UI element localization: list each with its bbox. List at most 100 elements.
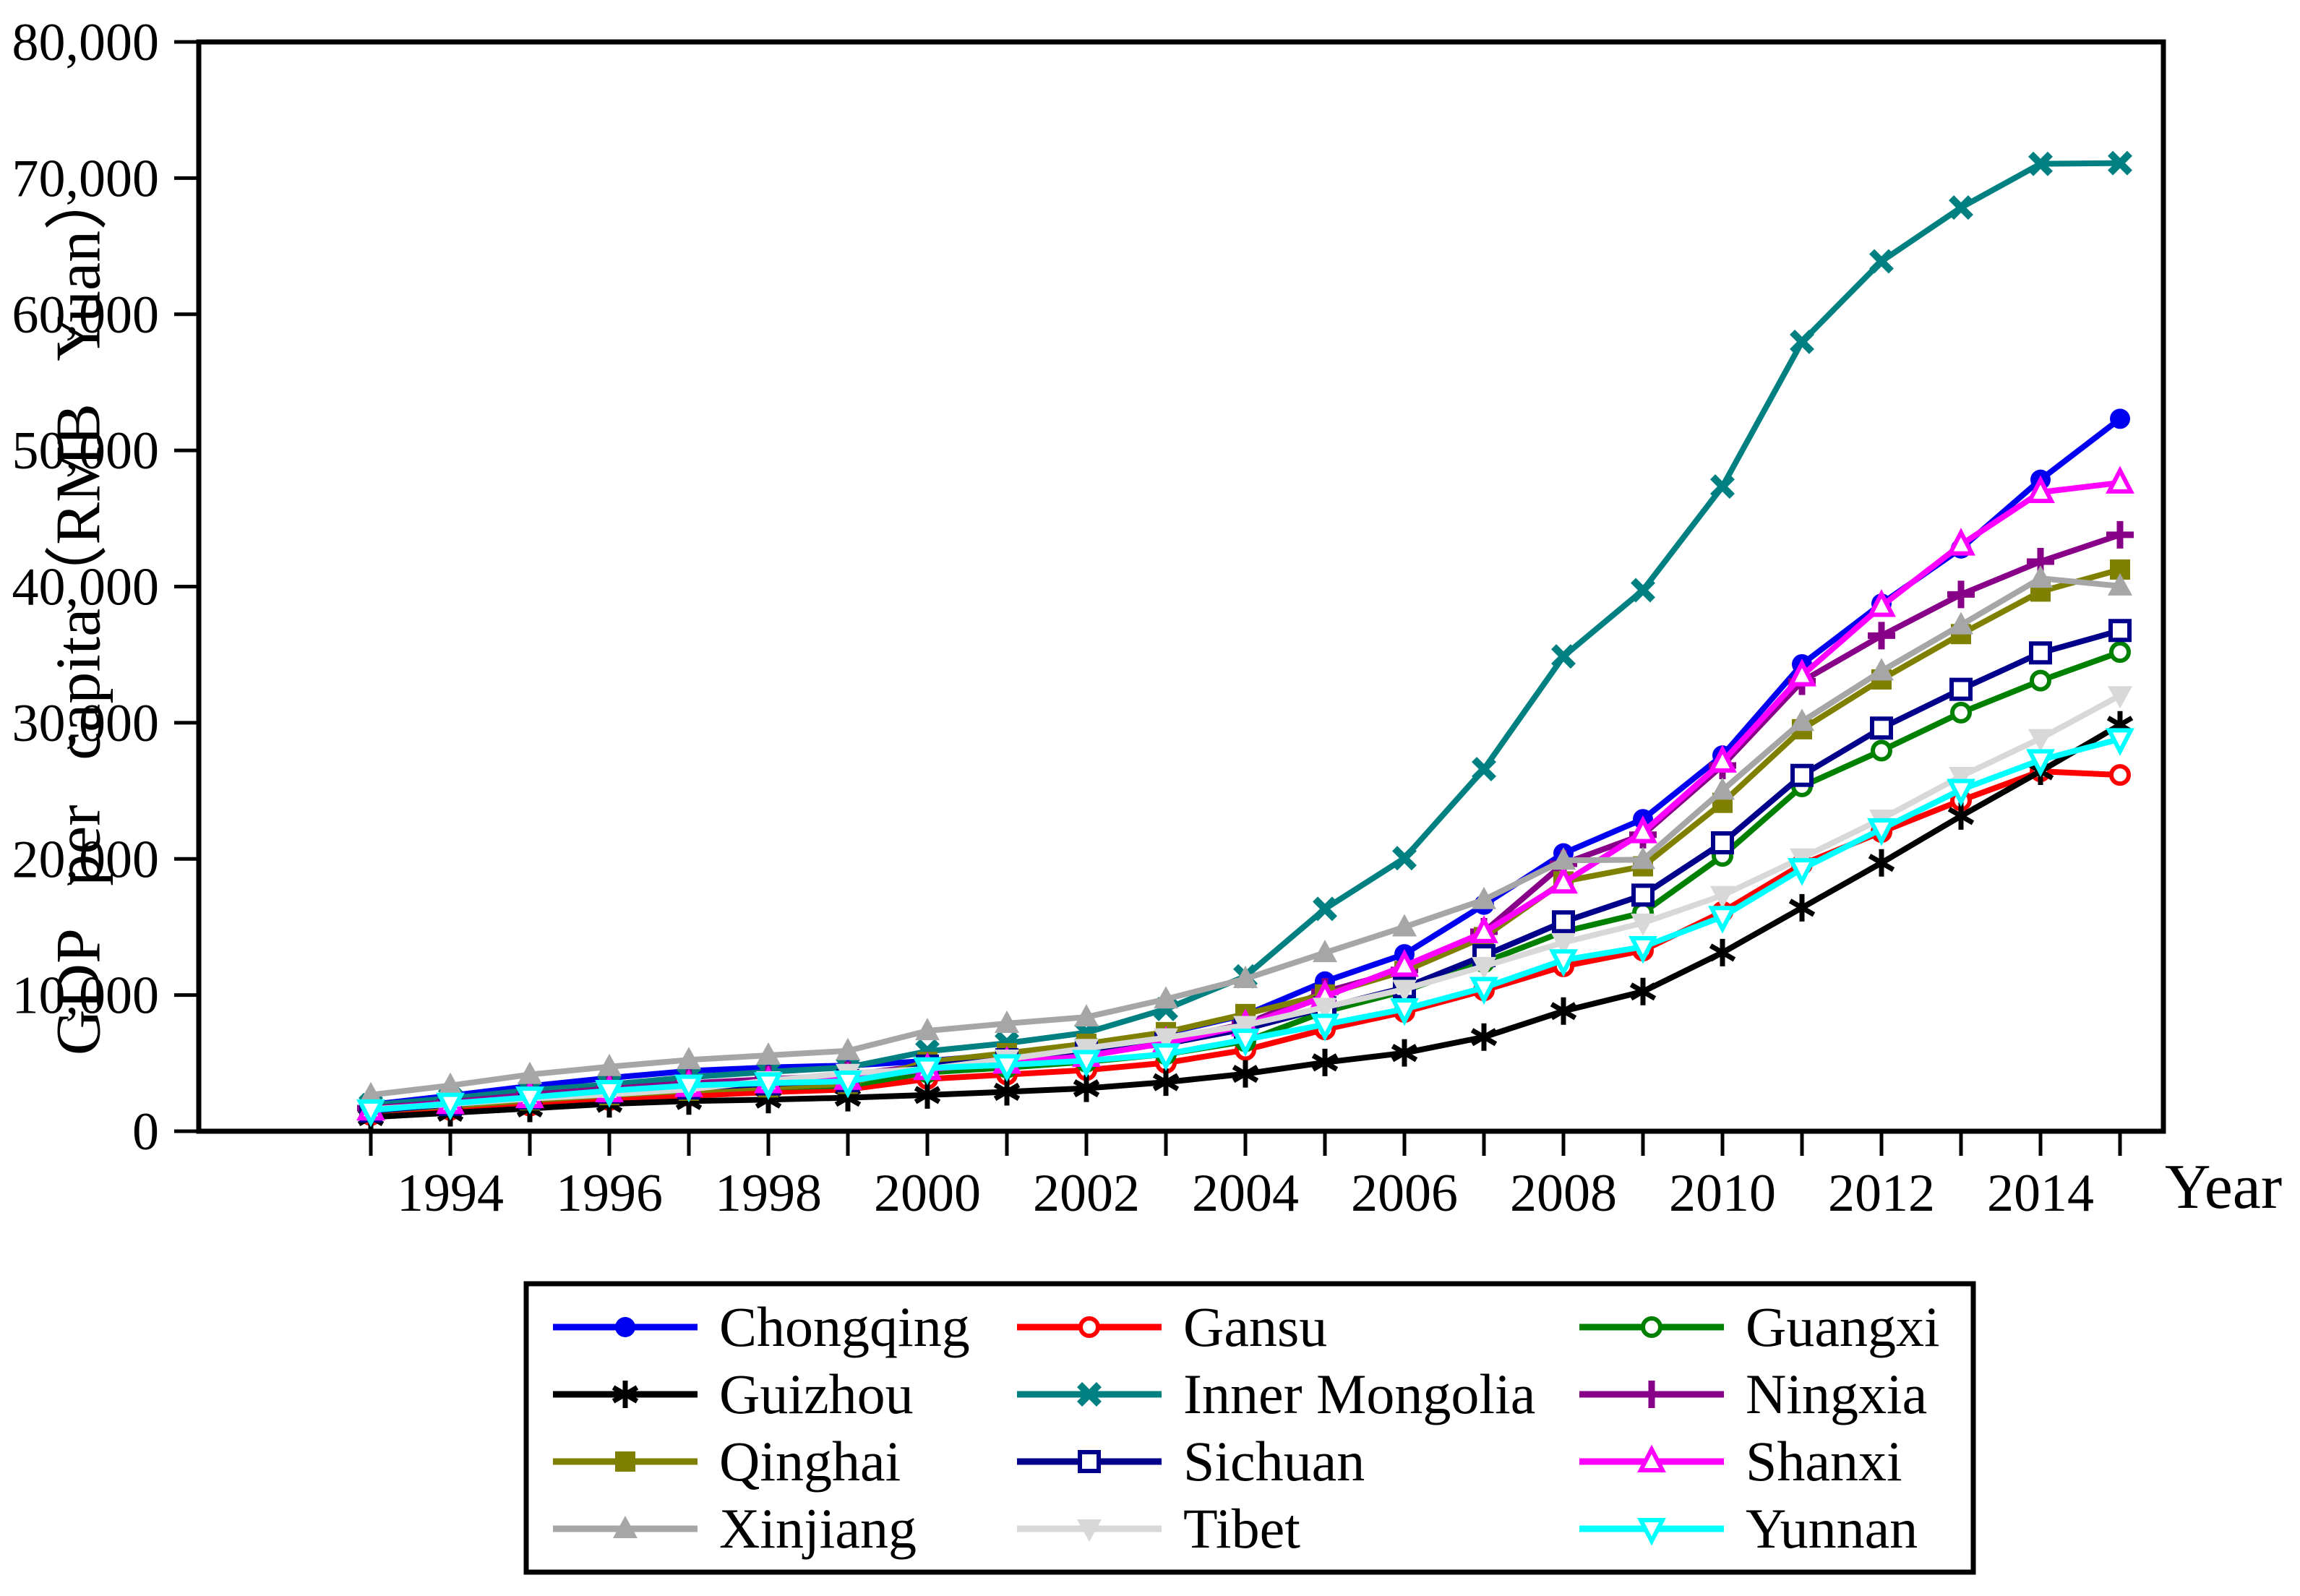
- marker: [615, 1451, 635, 1472]
- marker: [1788, 858, 1816, 886]
- marker: [2106, 728, 2134, 756]
- marker: [2026, 475, 2055, 503]
- x-tick-label: 2014: [1987, 1164, 2094, 1223]
- marker: [1950, 701, 1972, 724]
- marker: [1788, 658, 1816, 687]
- marker: [1311, 1053, 1339, 1072]
- marker: [1551, 932, 1576, 956]
- marker: [1472, 956, 1496, 979]
- marker: [1708, 745, 1737, 773]
- marker: [438, 1072, 463, 1095]
- marker: [1869, 249, 1894, 274]
- marker: [356, 1099, 385, 1128]
- y-tick-label: 20,000: [12, 830, 160, 889]
- marker: [2108, 572, 2132, 596]
- marker: [1949, 677, 1973, 701]
- marker: [914, 1086, 941, 1104]
- marker: [2028, 729, 2053, 752]
- marker: [1711, 831, 1734, 854]
- marker: [1072, 1050, 1101, 1078]
- marker: [1151, 1043, 1180, 1071]
- marker: [1869, 658, 1894, 681]
- marker: [518, 1061, 542, 1084]
- marker: [1552, 910, 1575, 934]
- marker: [2106, 466, 2134, 494]
- marker: [1078, 1316, 1100, 1338]
- x-axis-title: Year: [2165, 1152, 2283, 1222]
- marker: [1637, 1444, 1666, 1472]
- marker: [1631, 883, 1655, 907]
- marker: [1710, 885, 1735, 909]
- legend-label-sichuan: Sichuan: [1183, 1430, 1365, 1493]
- x-tick-label: 2012: [1828, 1164, 1935, 1223]
- marker: [1868, 854, 1895, 872]
- marker: [2108, 619, 2132, 643]
- marker: [1549, 865, 1578, 894]
- marker: [674, 1074, 703, 1103]
- marker: [1871, 739, 1892, 762]
- marker: [2028, 151, 2053, 176]
- x-tick-label: 2004: [1192, 1164, 1299, 1223]
- plot-border: [196, 39, 2166, 1134]
- marker: [1709, 943, 1736, 962]
- marker: [595, 1080, 624, 1108]
- marker: [1949, 612, 1973, 635]
- y-tick-label: 80,000: [12, 13, 160, 72]
- marker: [1947, 807, 1975, 825]
- marker: [1392, 979, 1417, 1003]
- legend-label-xinjiang: Xinjiang: [719, 1497, 917, 1560]
- y-tick-label: 30,000: [12, 694, 160, 753]
- marker: [1470, 1028, 1498, 1047]
- marker: [1949, 766, 1973, 789]
- marker: [992, 1054, 1021, 1082]
- marker: [1790, 708, 1814, 732]
- marker: [1551, 644, 1576, 669]
- marker: [1549, 949, 1578, 977]
- marker: [2110, 408, 2130, 429]
- marker: [677, 1047, 701, 1070]
- marker: [1631, 846, 1655, 870]
- marker: [1637, 1518, 1666, 1546]
- marker: [515, 1086, 544, 1115]
- marker: [2108, 686, 2132, 709]
- y-axis-title: GDP per capita（RMB Yuan）: [43, 166, 114, 1056]
- marker: [1313, 896, 1337, 922]
- legend-label-gansu: Gansu: [1183, 1295, 1327, 1358]
- legend-label-guizhou: Guizhou: [719, 1363, 914, 1425]
- marker: [1710, 777, 1735, 800]
- marker: [1551, 847, 1576, 870]
- marker: [1550, 1002, 1577, 1021]
- legend-label-ningxia: Ningxia: [1746, 1363, 1927, 1425]
- marker: [833, 1070, 862, 1099]
- marker: [1391, 1044, 1418, 1063]
- marker: [1073, 1079, 1100, 1098]
- marker: [615, 1317, 635, 1337]
- marker: [1152, 1073, 1180, 1091]
- marker: [1313, 940, 1337, 963]
- marker: [1790, 763, 1814, 787]
- marker: [1631, 913, 1655, 936]
- marker: [1469, 915, 1498, 943]
- marker: [597, 1053, 622, 1076]
- x-tick-label: 2000: [874, 1164, 981, 1223]
- y-tick-label: 40,000: [12, 558, 160, 617]
- marker: [1947, 528, 1975, 556]
- marker: [1310, 1013, 1339, 1042]
- marker: [1313, 998, 1337, 1021]
- marker: [2030, 669, 2051, 692]
- marker: [613, 1516, 638, 1538]
- marker: [1629, 815, 1657, 844]
- marker: [1867, 589, 1896, 617]
- legend-label-yunnan: Yunnan: [1746, 1497, 1918, 1560]
- marker: [2109, 641, 2131, 664]
- marker: [993, 1082, 1021, 1101]
- marker: [1469, 977, 1498, 1005]
- marker: [1077, 1519, 1102, 1542]
- y-tick-label: 10,000: [12, 966, 160, 1026]
- x-tick-label: 2002: [1033, 1164, 1140, 1223]
- marker: [1392, 846, 1417, 871]
- marker: [1788, 898, 1816, 917]
- marker: [1629, 935, 1657, 964]
- marker: [1390, 948, 1419, 977]
